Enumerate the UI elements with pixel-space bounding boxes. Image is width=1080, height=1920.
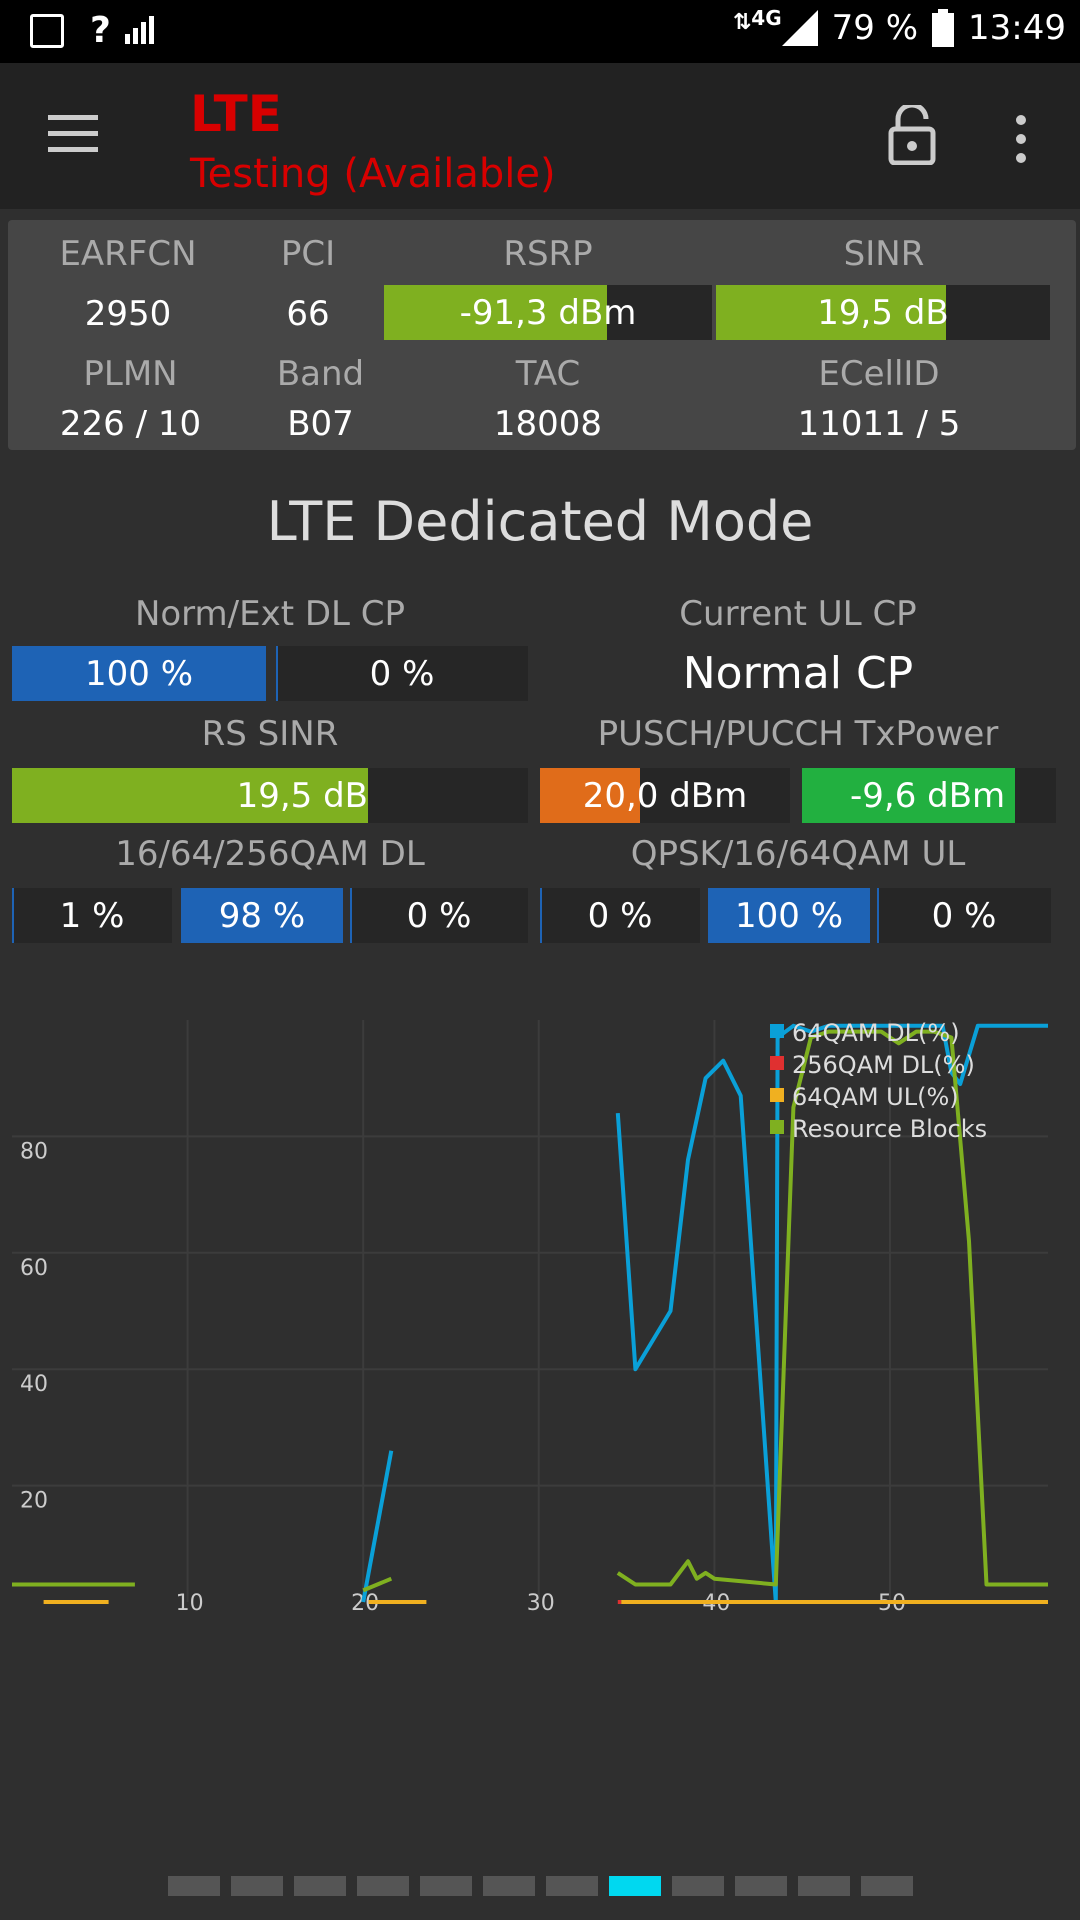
sinr-bar: 19,5 dB: [716, 285, 1050, 340]
network-type-icon: ⇅ 4G: [733, 6, 818, 46]
qam-dl-16-value: 1 %: [59, 895, 125, 936]
qam-ul-64-bar: 0 %: [877, 888, 1051, 943]
x-tick-label: 30: [527, 1591, 555, 1616]
qam-dl-64-value: 98 %: [218, 895, 306, 936]
qam-dl-16-bar: 1 %: [12, 888, 172, 943]
page-dot[interactable]: [798, 1876, 850, 1896]
x-tick-label: 10: [176, 1591, 204, 1616]
pci-value: 66: [286, 294, 330, 334]
qam-ul-16-value: 100 %: [734, 895, 843, 936]
rs-sinr-value: 19,5 dB: [236, 775, 368, 816]
page-dot[interactable]: [231, 1876, 283, 1896]
image-notification-icon: [30, 14, 64, 48]
series-line-64qam-dl-: [615, 1023, 1048, 1604]
cell-info-panel: EARFCN PCI RSRP SINR 2950 66 -91,3 dBm 1…: [8, 220, 1076, 450]
plmn-label: PLMN: [83, 354, 178, 394]
ecellid-value: 11011 / 5: [797, 404, 961, 444]
band-value: B07: [287, 404, 354, 444]
y-tick-label: 60: [20, 1256, 48, 1281]
dl-cp-extended-bar: 0 %: [276, 646, 528, 701]
qam-ul-64-value: 0 %: [931, 895, 997, 936]
qam-ul-16-bar: 100 %: [708, 888, 870, 943]
status-bar: ? ⇅ 4G 79 % 13:49: [0, 0, 1080, 63]
page-dot[interactable]: [357, 1876, 409, 1896]
legend-swatch: [770, 1056, 784, 1070]
page-subtitle: Testing (Available): [190, 151, 556, 197]
pucch-power-value: -9,6 dBm: [850, 775, 1006, 816]
dl-cp-label: Norm/Ext DL CP: [134, 594, 406, 634]
sinr-value: 19,5 dB: [817, 292, 949, 333]
legend-label: Resource Blocks: [792, 1115, 987, 1143]
section-title: LTE Dedicated Mode: [266, 490, 814, 553]
page-dot[interactable]: [168, 1876, 220, 1896]
y-tick-label: 40: [20, 1372, 48, 1397]
dl-cp-extended-value: 0 %: [369, 653, 435, 694]
rs-sinr-label: RS SINR: [201, 714, 339, 754]
qam-ul-label: QPSK/16/64QAM UL: [630, 834, 966, 874]
dl-cp-normal-value: 100 %: [84, 653, 193, 694]
ul-cp-value: Normal CP: [682, 648, 914, 699]
clock: 13:49: [968, 8, 1066, 48]
rs-sinr-bar: 19,5 dB: [12, 768, 528, 823]
page-dot[interactable]: [546, 1876, 598, 1896]
y-tick-label: 80: [20, 1139, 48, 1164]
page-dot[interactable]: [294, 1876, 346, 1896]
series-line-resource-blocks: [362, 1576, 393, 1593]
legend-swatch: [770, 1088, 784, 1102]
rsrp-bar: -91,3 dBm: [384, 285, 712, 340]
legend-label: 64QAM UL(%): [792, 1083, 959, 1111]
tac-value: 18008: [493, 404, 603, 444]
y-tick-label: 20: [20, 1489, 48, 1514]
ul-cp-label: Current UL CP: [679, 594, 917, 634]
rsrp-label: RSRP: [503, 234, 593, 274]
pucch-power-bar: -9,6 dBm: [802, 768, 1056, 823]
tx-power-label: PUSCH/PUCCH TxPower: [597, 714, 999, 754]
band-label: Band: [276, 354, 365, 394]
legend-swatch: [770, 1024, 784, 1038]
page-indicator: [0, 1876, 1080, 1896]
earfcn-value: 2950: [84, 294, 172, 334]
cell-signal-icon: [781, 10, 818, 46]
page-dot[interactable]: [672, 1876, 724, 1896]
qam-dl-64-bar: 98 %: [181, 888, 343, 943]
no-sim-signal-icon: ?: [90, 10, 157, 51]
qam-ul-qpsk-bar: 0 %: [540, 888, 700, 943]
page-dot[interactable]: [609, 1876, 661, 1896]
series-line-64qam-dl-: [361, 1450, 394, 1603]
page-dot[interactable]: [420, 1876, 472, 1896]
page-dot[interactable]: [735, 1876, 787, 1896]
qam-dl-256-bar: 0 %: [350, 888, 528, 943]
hamburger-menu-icon[interactable]: [48, 115, 98, 155]
ecellid-label: ECellID: [818, 354, 940, 394]
plmn-value: 226 / 10: [59, 404, 202, 444]
qam-ul-qpsk-value: 0 %: [587, 895, 653, 936]
sinr-label: SINR: [843, 234, 925, 274]
legend-label: 256QAM DL(%): [792, 1051, 975, 1079]
pusch-power-bar: 20,0 dBm: [540, 768, 790, 823]
legend-swatch: [770, 1120, 784, 1134]
rsrp-value: -91,3 dBm: [459, 292, 637, 333]
legend-label: 64QAM DL(%): [792, 1019, 960, 1047]
battery-percent: 79 %: [831, 8, 919, 48]
app-bar: LTE Testing (Available): [0, 63, 1080, 209]
more-options-icon[interactable]: [1016, 115, 1026, 172]
page-dot[interactable]: [861, 1876, 913, 1896]
battery-icon: [932, 9, 955, 47]
qam-dl-256-value: 0 %: [406, 895, 472, 936]
series-line-resource-blocks: [616, 1029, 1048, 1587]
pusch-power-value: 20,0 dBm: [582, 775, 748, 816]
page-title: LTE: [190, 85, 282, 143]
unlock-icon[interactable]: [888, 105, 936, 165]
dl-cp-normal-bar: 100 %: [12, 646, 266, 701]
earfcn-label: EARFCN: [59, 234, 197, 274]
page-dot[interactable]: [483, 1876, 535, 1896]
pci-label: PCI: [280, 234, 336, 274]
tac-label: TAC: [515, 354, 581, 394]
qam-dl-label: 16/64/256QAM DL: [115, 834, 425, 874]
